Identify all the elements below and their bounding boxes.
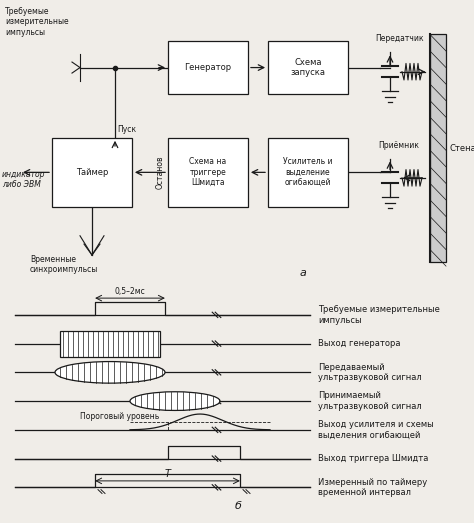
Text: Передаваемый
ультразвуковой сигнал: Передаваемый ультразвуковой сигнал: [318, 362, 422, 382]
Text: Пороговый уровень: Пороговый уровень: [80, 412, 159, 420]
Text: Выход усилителя и схемы
выделения огибающей: Выход усилителя и схемы выделения огибаю…: [318, 420, 434, 439]
Ellipse shape: [130, 392, 220, 411]
Bar: [52, 138, 132, 207]
Bar: [168, 41, 248, 94]
Text: Пуск: Пуск: [117, 126, 136, 134]
Bar: [268, 41, 348, 94]
Text: Выход триггера Шмидта: Выход триггера Шмидта: [318, 454, 428, 463]
Bar: [268, 138, 348, 207]
Text: Таймер: Таймер: [76, 168, 108, 177]
Text: Останов: Останов: [155, 156, 164, 189]
Text: б: б: [235, 502, 242, 511]
Bar: [60, 331, 160, 357]
Bar: [430, 35, 446, 262]
Text: Требуемые
измерительные
импульсы: Требуемые измерительные импульсы: [5, 7, 69, 37]
Text: Приёмник: Приёмник: [378, 141, 419, 150]
Text: индикатор
либо ЭВМ: индикатор либо ЭВМ: [2, 169, 46, 189]
Text: Схема
запуска: Схема запуска: [291, 58, 326, 77]
Ellipse shape: [55, 361, 165, 383]
Text: Стена: Стена: [450, 144, 474, 153]
Text: а: а: [300, 268, 307, 278]
Text: Генератор: Генератор: [184, 63, 232, 72]
Bar: [168, 138, 248, 207]
Text: Усилитель и
выделение
огибающей: Усилитель и выделение огибающей: [283, 157, 333, 187]
Text: Временные
синхроимпульсы: Временные синхроимпульсы: [30, 255, 98, 275]
Text: Требуемые измерительные
импульсы: Требуемые измерительные импульсы: [318, 305, 440, 325]
Text: Принимаемый
ультразвуковой сигнал: Принимаемый ультразвуковой сигнал: [318, 391, 422, 411]
Text: Схема на
триггере
Шмидта: Схема на триггере Шмидта: [190, 157, 227, 187]
Text: T: T: [164, 469, 171, 479]
Text: 0,5–2мс: 0,5–2мс: [115, 287, 146, 295]
Text: Измеренный по таймеру
временной интервал: Измеренный по таймеру временной интервал: [318, 477, 427, 497]
Text: Передатчик: Передатчик: [375, 35, 424, 43]
Text: Выход генератора: Выход генератора: [318, 339, 401, 348]
